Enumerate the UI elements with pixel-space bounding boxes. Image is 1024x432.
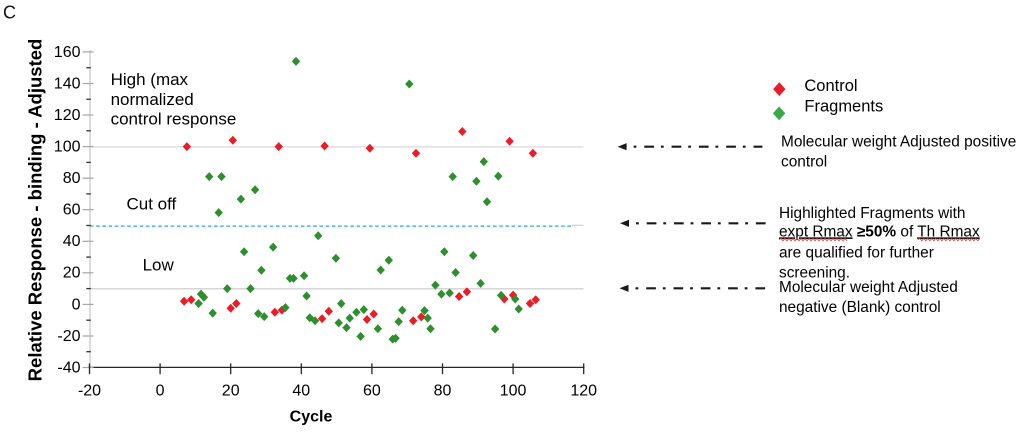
svg-text:control response: control response — [111, 110, 237, 129]
svg-text:40: 40 — [292, 382, 310, 399]
svg-text:60: 60 — [363, 382, 381, 399]
svg-text:80: 80 — [434, 382, 452, 399]
svg-text:expt Rmax ≥50% of Th Rmax: expt Rmax ≥50% of Th Rmax — [779, 223, 980, 240]
svg-text:60: 60 — [63, 202, 81, 219]
svg-text:Fragments: Fragments — [804, 98, 883, 116]
svg-text:Molecular weight Adjusted posi: Molecular weight Adjusted positive — [781, 134, 1016, 151]
svg-text:140: 140 — [54, 75, 81, 92]
svg-text:normalized: normalized — [111, 90, 194, 109]
svg-text:80: 80 — [63, 170, 81, 187]
svg-text:-20: -20 — [57, 328, 80, 345]
svg-text:Control: Control — [804, 77, 857, 95]
svg-text:0: 0 — [156, 382, 165, 399]
svg-text:screening.: screening. — [779, 265, 850, 282]
svg-text:C: C — [3, 3, 16, 23]
svg-text:20: 20 — [222, 382, 240, 399]
svg-text:Cycle: Cycle — [290, 409, 333, 426]
svg-text:100: 100 — [54, 139, 81, 156]
svg-text:120: 120 — [54, 107, 81, 124]
svg-text:160: 160 — [54, 44, 81, 61]
svg-text:are qualified for further: are qualified for further — [779, 245, 934, 262]
svg-text:Relative Response - binding -: Relative Response - binding - Adjusted — [24, 39, 45, 382]
svg-text:control: control — [781, 153, 827, 170]
svg-text:Cut off: Cut off — [127, 195, 177, 214]
svg-text:120: 120 — [570, 382, 597, 399]
svg-text:High (max: High (max — [111, 70, 189, 89]
svg-text:40: 40 — [63, 233, 81, 250]
svg-text:100: 100 — [500, 382, 527, 399]
svg-text:-40: -40 — [57, 359, 80, 376]
svg-text:Highlighted Fragments with: Highlighted Fragments with — [779, 205, 965, 222]
svg-text:20: 20 — [63, 265, 81, 282]
svg-text:Low: Low — [143, 256, 175, 275]
svg-text:negative (Blank) control: negative (Blank) control — [779, 299, 941, 316]
svg-text:-20: -20 — [78, 382, 101, 399]
svg-text:Molecular weight Adjusted: Molecular weight Adjusted — [779, 279, 958, 296]
svg-text:0: 0 — [72, 296, 81, 313]
